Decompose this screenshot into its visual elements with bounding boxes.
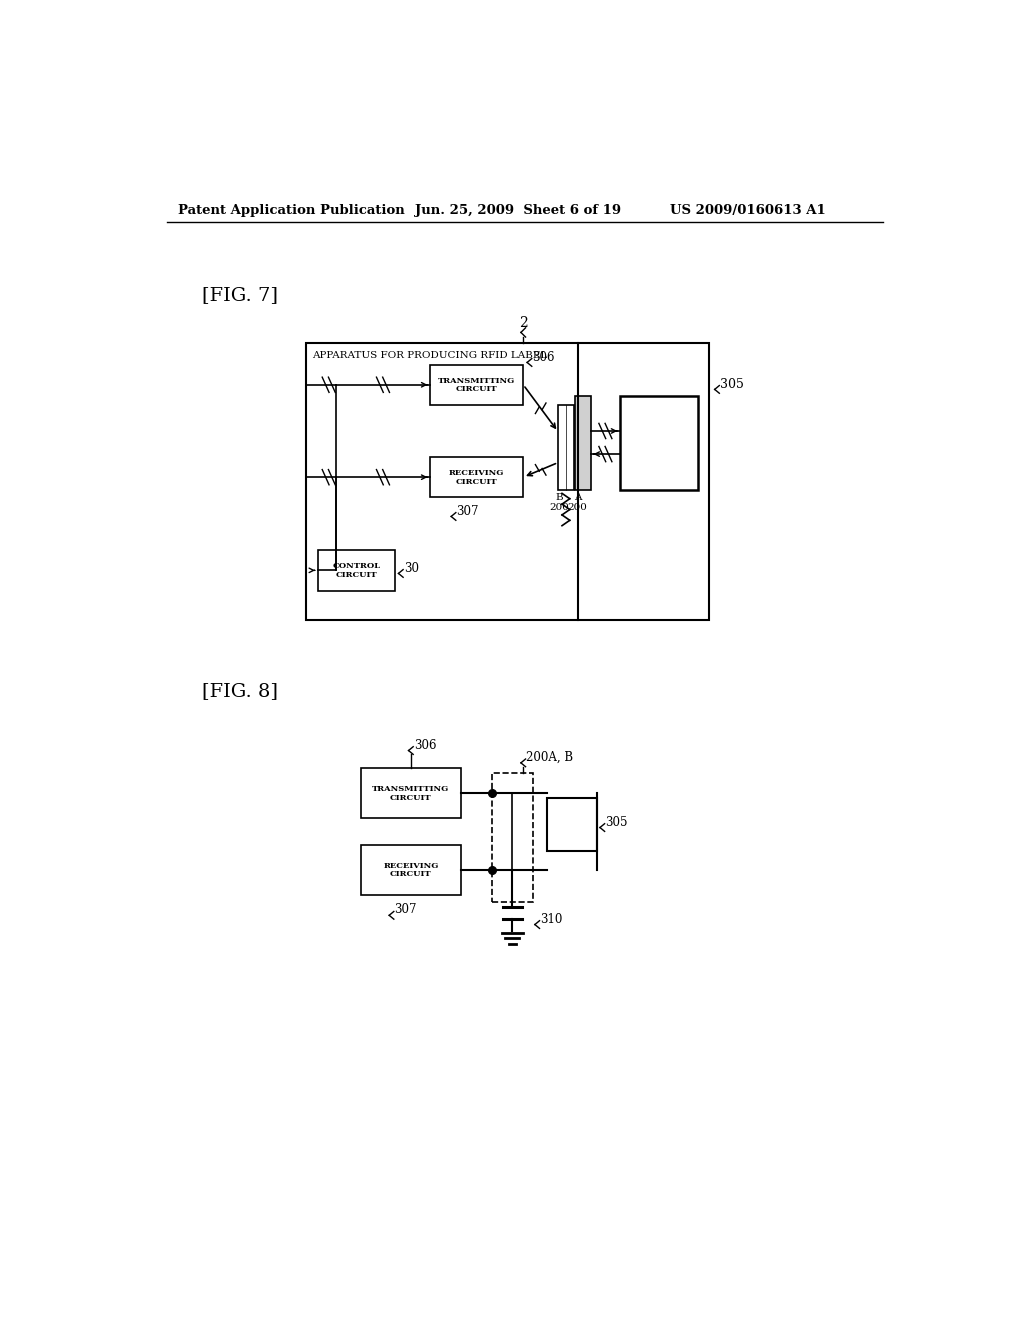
Text: CIRCUIT: CIRCUIT xyxy=(456,478,498,486)
Text: 306: 306 xyxy=(532,351,555,363)
Text: RECEIVING: RECEIVING xyxy=(450,470,505,478)
Bar xyxy=(360,845,461,895)
Text: 307: 307 xyxy=(394,903,417,916)
Text: 305: 305 xyxy=(720,378,744,391)
Text: CIRCUIT: CIRCUIT xyxy=(336,572,378,579)
Bar xyxy=(493,774,532,903)
Bar xyxy=(575,396,591,490)
Text: RECEIVING: RECEIVING xyxy=(383,862,438,870)
Text: CONTROL: CONTROL xyxy=(333,562,381,570)
Bar xyxy=(621,396,697,490)
Text: 200: 200 xyxy=(567,503,588,512)
Text: 30: 30 xyxy=(403,561,419,574)
Text: 306: 306 xyxy=(414,739,436,751)
Bar xyxy=(547,797,597,851)
Bar xyxy=(558,405,573,490)
Text: A: A xyxy=(573,494,582,503)
Text: CIRCUIT: CIRCUIT xyxy=(390,793,432,801)
Bar xyxy=(430,364,523,405)
Text: CIRCUIT: CIRCUIT xyxy=(456,385,498,393)
Text: 200A, B: 200A, B xyxy=(526,751,573,764)
Bar xyxy=(306,343,710,620)
Bar xyxy=(430,457,523,498)
Text: [FIG. 7]: [FIG. 7] xyxy=(202,286,278,305)
Text: TRANSMITTING: TRANSMITTING xyxy=(373,785,450,793)
Text: 200: 200 xyxy=(550,503,569,512)
Text: 305: 305 xyxy=(605,816,628,829)
Text: 2: 2 xyxy=(519,317,527,330)
Text: CIRCUIT: CIRCUIT xyxy=(390,870,432,879)
Bar xyxy=(360,768,461,817)
Text: B: B xyxy=(556,494,563,503)
Text: TRANSMITTING: TRANSMITTING xyxy=(438,378,515,385)
Text: APPARATUS FOR PRODUCING RFID LABEL: APPARATUS FOR PRODUCING RFID LABEL xyxy=(312,351,548,360)
Text: Patent Application Publication: Patent Application Publication xyxy=(178,205,406,218)
Text: Jun. 25, 2009  Sheet 6 of 19: Jun. 25, 2009 Sheet 6 of 19 xyxy=(415,205,621,218)
Text: [FIG. 8]: [FIG. 8] xyxy=(202,682,278,700)
Text: 310: 310 xyxy=(541,912,562,925)
Text: 307: 307 xyxy=(457,504,479,517)
Text: US 2009/0160613 A1: US 2009/0160613 A1 xyxy=(671,205,826,218)
Bar xyxy=(317,549,395,591)
